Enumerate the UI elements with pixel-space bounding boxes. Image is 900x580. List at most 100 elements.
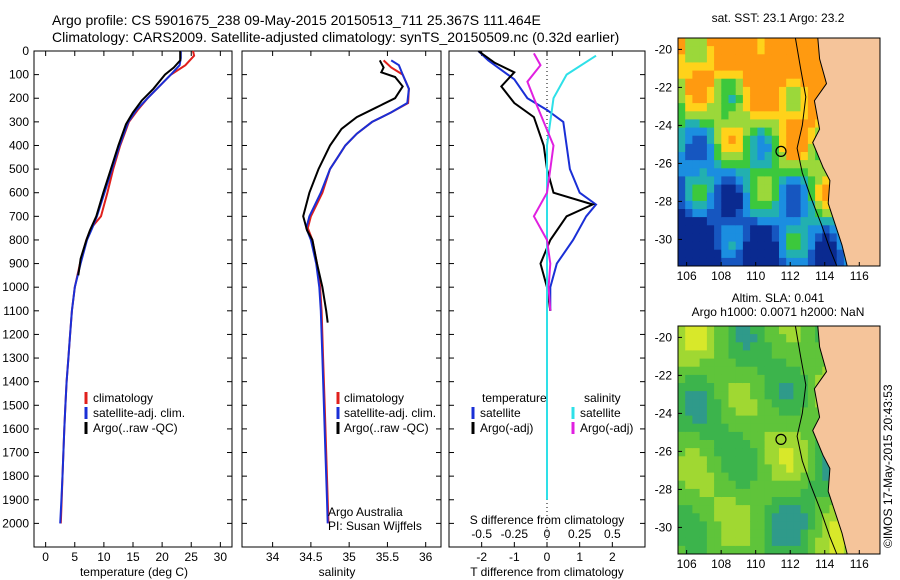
map-cell xyxy=(750,257,758,266)
map-cell xyxy=(807,415,816,425)
map-cell xyxy=(692,184,701,194)
map-cell xyxy=(750,415,758,425)
map-cell xyxy=(829,225,838,234)
map-cell xyxy=(764,513,773,522)
map-cell xyxy=(750,54,758,63)
map-cell xyxy=(815,537,823,547)
map-cell xyxy=(800,366,809,376)
y-tick-label: -20 xyxy=(655,330,673,344)
map-cell xyxy=(742,46,751,55)
map-cell xyxy=(735,54,744,63)
map-cell xyxy=(685,358,693,368)
x-tick-label: 110 xyxy=(746,557,765,571)
map-cell xyxy=(771,521,780,531)
map-cell xyxy=(714,192,722,202)
map-cell xyxy=(714,399,722,408)
map-cell xyxy=(771,257,780,266)
map-cell xyxy=(685,537,693,547)
map-cell xyxy=(786,54,794,63)
map-cell xyxy=(735,135,744,145)
map-cell xyxy=(815,366,823,376)
map-cell xyxy=(742,111,751,120)
map-cell xyxy=(721,119,730,129)
map-cell xyxy=(764,358,773,368)
map-cell xyxy=(728,62,737,72)
map-cell xyxy=(678,78,686,88)
map-cell xyxy=(699,249,708,259)
map-cell xyxy=(757,78,766,88)
map-cell xyxy=(692,545,701,554)
temperature-legend: climatology satellite-adj. clim. Argo(..… xyxy=(84,391,185,435)
map-cell xyxy=(685,86,693,96)
map-cell xyxy=(750,241,758,251)
map-cell xyxy=(779,497,787,506)
map-cell xyxy=(757,62,766,72)
map-cell xyxy=(771,464,780,474)
map-cell xyxy=(678,407,686,417)
map-cell xyxy=(786,326,794,335)
map-cell xyxy=(757,326,766,335)
series-line-argo xyxy=(77,51,182,276)
map-cell xyxy=(771,225,780,234)
map-cell xyxy=(786,152,794,161)
map-cell xyxy=(793,521,802,531)
map-cell xyxy=(728,78,737,88)
title-line1: Argo profile: CS 5901675_238 09-May-2015… xyxy=(52,12,541,28)
map-cell xyxy=(685,497,693,506)
map-cell xyxy=(807,521,816,531)
map-cell xyxy=(735,78,744,88)
map-cell xyxy=(721,233,730,243)
x-tick-label: 112 xyxy=(781,557,800,571)
map-cell xyxy=(706,70,715,80)
map-cell xyxy=(706,366,715,376)
map-cell xyxy=(779,472,787,482)
map-cell xyxy=(714,184,722,194)
map-cell xyxy=(757,521,766,531)
map-cell xyxy=(692,111,701,120)
map-cell xyxy=(714,326,722,335)
map-cell xyxy=(714,111,722,120)
map-cell xyxy=(764,383,773,392)
map-cell xyxy=(829,249,838,259)
x-tick-label: 114 xyxy=(815,557,834,571)
map-cell xyxy=(800,545,809,554)
map-cell xyxy=(800,119,809,129)
map-cell xyxy=(786,168,794,177)
map-cell xyxy=(685,472,693,482)
map-cell xyxy=(800,95,809,104)
map-cell xyxy=(786,431,794,441)
map-cell xyxy=(757,529,766,539)
map-cell xyxy=(750,95,758,104)
map-cell xyxy=(735,70,744,80)
map-cell xyxy=(800,472,809,482)
map-cell xyxy=(728,358,737,368)
map-cell xyxy=(800,200,809,210)
map-cell xyxy=(764,537,773,547)
map-cell xyxy=(800,135,809,145)
map-cell xyxy=(678,529,686,539)
map-cell xyxy=(685,46,693,55)
map-cell xyxy=(735,176,744,186)
map-cell xyxy=(771,111,780,120)
map-cell xyxy=(793,464,802,474)
map-cell xyxy=(699,209,708,218)
map-cell xyxy=(678,111,686,120)
map-cell xyxy=(742,152,751,161)
map-cell xyxy=(836,529,845,539)
map-cell xyxy=(800,127,809,137)
map-cell xyxy=(742,135,751,145)
map-cell xyxy=(714,54,722,63)
map-cell xyxy=(685,184,693,194)
map-cell xyxy=(742,103,751,112)
map-cell xyxy=(750,78,758,88)
y-tick-label: 1000 xyxy=(2,280,29,294)
map-cell xyxy=(793,119,802,129)
map-cell xyxy=(742,505,751,514)
map-cell xyxy=(771,537,780,547)
map-cell xyxy=(706,168,715,177)
map-cell xyxy=(779,456,787,465)
map-cell xyxy=(735,209,744,218)
map-cell xyxy=(807,70,816,80)
map-cell xyxy=(771,119,780,129)
map-cell xyxy=(807,225,816,234)
